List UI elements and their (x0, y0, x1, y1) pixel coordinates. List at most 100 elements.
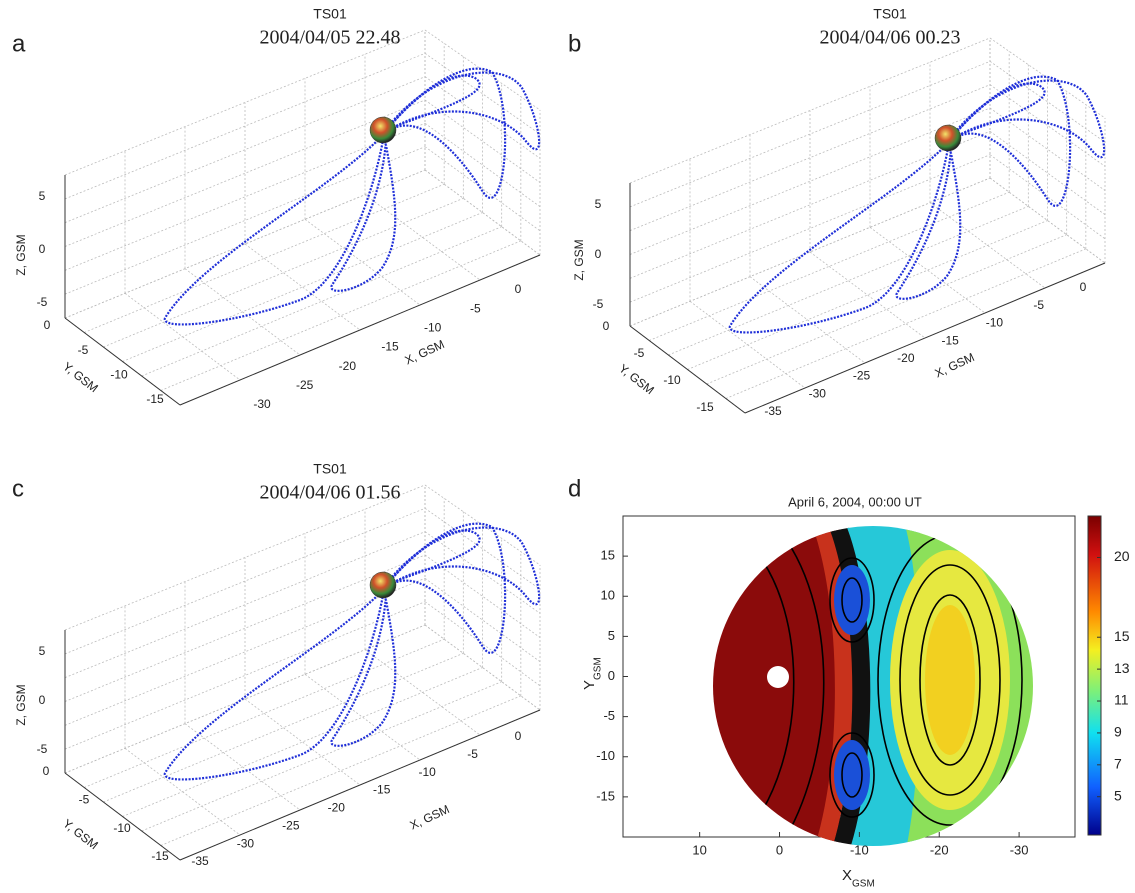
colorbar-tick-label: 11 (1114, 692, 1129, 708)
axis-line (744, 262, 1106, 414)
y-tick-label: -15 (696, 400, 714, 414)
y-tick-label: -5 (79, 793, 90, 807)
grid-line (989, 37, 1106, 119)
y-tick-label: -5 (603, 708, 615, 723)
z-tick-label: -5 (37, 742, 48, 756)
x-tick-label: -30 (253, 397, 271, 411)
panel-letter: b (568, 30, 581, 57)
field-line (391, 71, 541, 151)
grid-line (244, 243, 361, 331)
grid-line (668, 205, 1029, 356)
grid-line (64, 99, 426, 247)
y-tick-label: 0 (44, 318, 51, 332)
panel-time: 2004/04/06 01.56 (259, 482, 400, 504)
grid-line (629, 154, 991, 303)
earth-sphere (369, 571, 397, 599)
x-tick-label: -10 (418, 765, 436, 779)
field-line (895, 147, 962, 300)
x-tick-label: -5 (470, 301, 481, 315)
y-tick-label: 15 (601, 548, 615, 563)
x-tick-label: -10 (850, 842, 869, 857)
y-tick-label: 10 (601, 588, 615, 603)
grid-line (64, 76, 426, 224)
field-line (956, 79, 1106, 159)
map-title: April 6, 2004, 00:00 UT (788, 494, 922, 509)
panel-letter: a (12, 30, 26, 57)
field-line (954, 75, 1072, 207)
x-axis-label-sub: GSM (852, 879, 875, 890)
axis-line (64, 772, 181, 861)
axis-line (179, 254, 541, 406)
x-tick-label: -5 (1033, 298, 1044, 312)
y-axis-label: Y (581, 680, 598, 690)
y-tick-label: -10 (113, 821, 131, 835)
z-tick-label: 5 (39, 189, 46, 203)
z-tick-label: 5 (39, 644, 46, 658)
grid-line (64, 146, 426, 295)
grid-line (725, 248, 1086, 399)
grid-line (64, 601, 426, 750)
x-tick-label: -10 (986, 316, 1004, 330)
y-axis-label: Y, GSM (60, 359, 101, 395)
panel-3d: c TS01 2004/04/06 01.56 5 0 -5 0 -5 -10 -15 0 -5 -10… (12, 461, 541, 868)
x-tick-label: -20 (930, 842, 949, 857)
panel-3d: a TS01 2004/04/05 22.48 5 0 -5 0 -5 -10 -15 0 -5 -10… (12, 6, 541, 411)
z-tick-label: 0 (39, 693, 46, 707)
grid-line (141, 226, 502, 377)
field-line (389, 67, 507, 199)
x-tick-label: -15 (381, 340, 399, 354)
grid-line (64, 29, 426, 176)
grid-line (64, 554, 426, 702)
grid-line (424, 29, 541, 111)
colorbar-tick-label: 5 (1114, 787, 1122, 803)
x-tick-label: 10 (692, 842, 706, 857)
field-line (391, 526, 541, 606)
colorbar-tick-label: 15 (1114, 628, 1130, 644)
y-tick-label: 0 (603, 319, 610, 333)
field-line (330, 139, 397, 292)
grid-line (424, 53, 541, 135)
z-tick-label: 0 (595, 247, 602, 261)
x-tick-label: 0 (1080, 280, 1087, 294)
y-axis-label: Y, GSM (616, 361, 657, 397)
x-axis-label: X, GSM (403, 337, 447, 367)
grid-line (64, 507, 426, 655)
z-tick-label: 5 (595, 197, 602, 211)
grid-line (424, 508, 541, 590)
y-tick-label: -10 (110, 368, 128, 382)
grid-line (64, 577, 426, 726)
grid-line (122, 667, 483, 817)
y-axis-label-sub: GSM (593, 657, 604, 680)
z-tick-label: 0 (39, 242, 46, 256)
grid-line (103, 652, 464, 803)
y-tick-label: -5 (78, 343, 89, 357)
x-tick-label: -5 (467, 747, 478, 761)
field-line (728, 142, 950, 334)
panel-letter: c (12, 475, 24, 502)
x-tick-label: -20 (897, 351, 915, 365)
panel-3d: b TS01 2004/04/06 00.23 5 0 -5 0 -5 -10 -15 0 -5 -10… (568, 6, 1106, 418)
grid-line (84, 183, 445, 333)
panel-time: 2004/04/06 00.23 (819, 27, 960, 49)
x-tick-label: 0 (515, 282, 522, 296)
y-axis-label: Y, GSM (60, 816, 101, 852)
z-axis-label: Z, GSM (572, 239, 586, 280)
grid-line (84, 638, 445, 788)
y-tick-label: -15 (146, 392, 164, 406)
colorbar-tick-label: 13 (1114, 660, 1130, 676)
grid-line (687, 220, 1048, 370)
x-tick-label: -30 (237, 836, 255, 850)
z-tick-label: -5 (593, 297, 604, 311)
axis-line (179, 709, 541, 861)
earth-hole (767, 666, 789, 688)
grid-line (629, 107, 991, 255)
panel-time: 2004/04/05 22.48 (259, 27, 400, 49)
x-axis-label: X, GSM (933, 350, 977, 380)
z-axis-label: Z, GSM (14, 234, 28, 275)
colorbar-tick-label: 7 (1114, 756, 1122, 772)
x-axis-label: X (842, 867, 852, 884)
earth-sphere (934, 124, 962, 152)
y-tick-label: -15 (596, 788, 615, 803)
x-tick-label: 0 (515, 729, 522, 743)
